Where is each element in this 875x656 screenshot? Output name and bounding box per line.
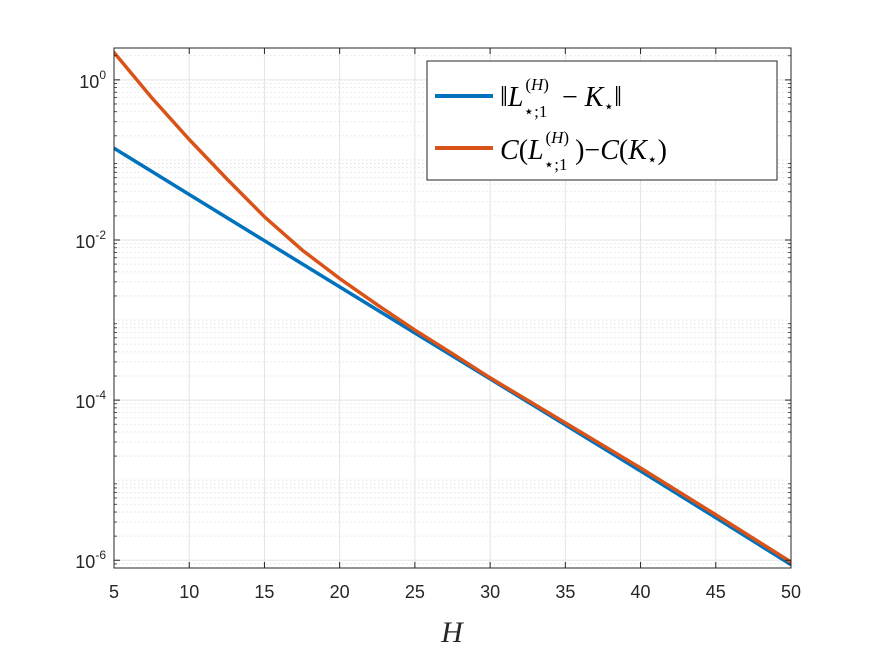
x-tick-label: 25: [405, 582, 425, 602]
legend-box: [426, 60, 778, 181]
y-tick-label: 100: [79, 68, 106, 92]
y-axis-ticks: 100 10-2 10-4 10-6: [75, 55, 791, 572]
major-grid: [113, 48, 792, 568]
x-axis-ticks: 5 10 15 20 25 30 35 40 45 50: [109, 48, 801, 602]
x-tick-label: 50: [781, 582, 801, 602]
series-line-norm: [114, 146, 791, 567]
x-tick-label: 10: [179, 582, 199, 602]
series-line-cost: [114, 50, 791, 564]
plot-frame: [113, 47, 792, 569]
series-layer: [114, 50, 791, 567]
y-tick-label: 10-6: [75, 548, 106, 572]
x-tick-label: 35: [555, 582, 575, 602]
x-axis-title: H: [440, 616, 465, 649]
x-tick-label: 15: [254, 582, 274, 602]
legend: ‖L⋆;1(H) − K⋆‖ C(L⋆;1(H))−C(K⋆): [426, 60, 778, 181]
x-tick-label: 40: [631, 582, 651, 602]
x-tick-label: 45: [706, 582, 726, 602]
x-tick-label: 5: [109, 582, 119, 602]
x-tick-label: 30: [480, 582, 500, 602]
y-tick-label: 10-2: [75, 228, 106, 252]
x-tick-label: 20: [330, 582, 350, 602]
y-tick-label: 10-4: [75, 388, 106, 412]
